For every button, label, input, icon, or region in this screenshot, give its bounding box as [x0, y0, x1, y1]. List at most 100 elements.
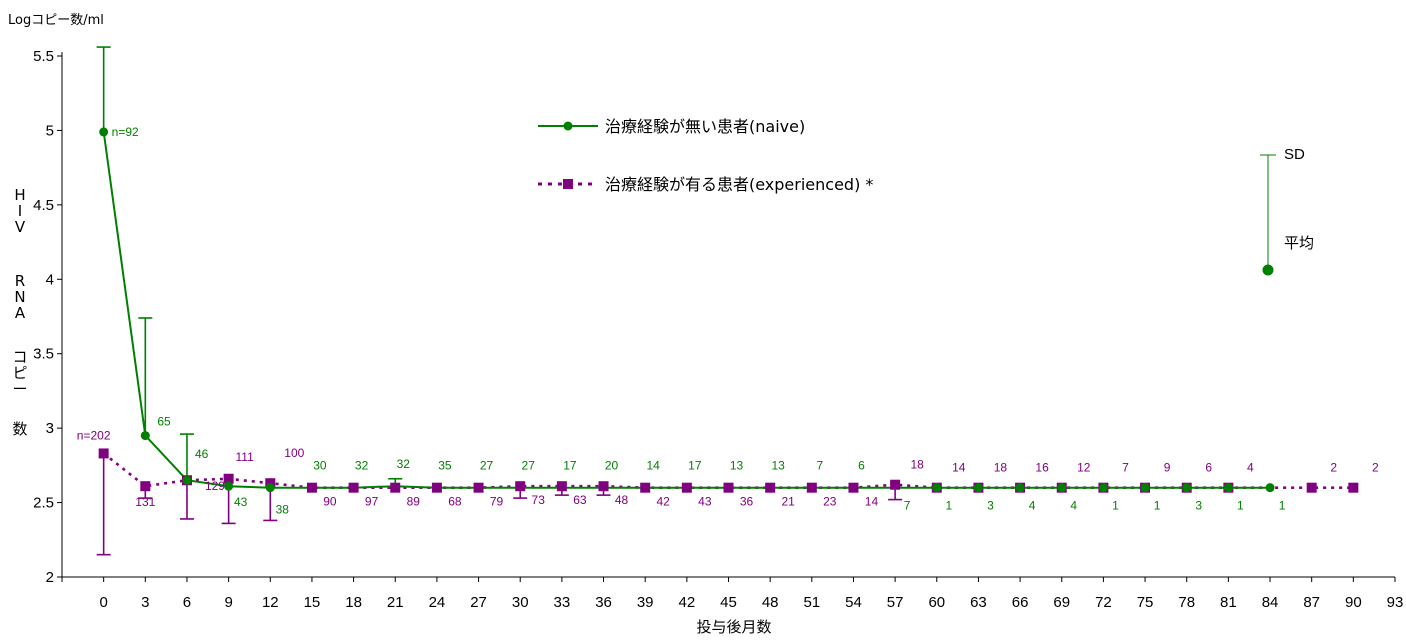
point-experienced: [765, 482, 776, 493]
x-tick-label: 9: [224, 594, 232, 611]
n-label-experienced: 73: [532, 493, 546, 507]
point-naive: [932, 483, 942, 493]
n-label-naive: 20: [605, 459, 619, 473]
n-label-experienced: 63: [573, 493, 587, 507]
n-label-naive: 65: [157, 415, 171, 429]
point-naive: [99, 127, 109, 137]
n-label-experienced: n=202: [77, 428, 111, 442]
x-tick-label: 54: [845, 594, 862, 611]
n-label-experienced: 89: [407, 495, 421, 509]
sd-key-label: SD: [1284, 146, 1305, 163]
point-experienced: [473, 482, 484, 493]
point-naive: [1140, 483, 1150, 493]
n-label-naive: 27: [522, 459, 536, 473]
point-naive: [182, 475, 192, 485]
n-label-experienced: 9: [1164, 461, 1171, 475]
n-label-naive: 35: [438, 459, 452, 473]
x-tick-label: 39: [637, 594, 654, 611]
point-naive: [1057, 483, 1067, 493]
n-label-experienced: 36: [740, 495, 754, 509]
y-tick-label: 5: [46, 122, 54, 139]
n-label-naive: 3: [1195, 499, 1202, 513]
n-label-experienced: 18: [910, 458, 924, 472]
series-layer: [96, 46, 1359, 556]
n-label-experienced: 2: [1372, 461, 1379, 475]
point-naive: [1223, 483, 1233, 493]
x-tick-label: 45: [720, 594, 737, 611]
y-axis-title-char: ピ: [12, 364, 27, 382]
point-experienced: [890, 479, 901, 490]
n-label-naive: 32: [397, 457, 411, 471]
legend-label-experienced: 治療経験が有る患者(experienced) *: [605, 175, 873, 194]
point-naive: [1015, 483, 1025, 493]
legend-marker-experienced: [563, 179, 573, 189]
point-experienced: [556, 481, 567, 492]
n-label-experienced: 131: [135, 495, 155, 509]
x-tick-label: 12: [262, 594, 279, 611]
x-tick-label: 24: [429, 594, 446, 611]
y-axis-title-char: H: [14, 186, 25, 204]
point-experienced: [848, 482, 859, 493]
n-label-experienced: 129: [205, 479, 225, 493]
x-tick-label: 6: [183, 594, 191, 611]
point-experienced: [681, 482, 692, 493]
x-tick-label: 81: [1220, 594, 1237, 611]
point-experienced: [98, 448, 109, 459]
x-tick-label: 78: [1178, 594, 1195, 611]
n-label-experienced: 68: [448, 495, 462, 509]
n-label-naive: 13: [771, 459, 785, 473]
point-experienced: [806, 482, 817, 493]
x-tick-label: 48: [762, 594, 779, 611]
n-label-experienced: 12: [1077, 461, 1091, 475]
x-tick-label: 42: [679, 594, 696, 611]
n-label-naive: 7: [904, 499, 911, 513]
n-label-experienced: 7: [1122, 461, 1129, 475]
n-label-experienced: 6: [1205, 461, 1212, 475]
n-label-naive: 4: [1029, 499, 1036, 513]
mean-key-marker: [1262, 264, 1274, 276]
point-experienced: [306, 482, 317, 493]
n-label-experienced: 79: [490, 495, 504, 509]
y-axis-title-char: I: [18, 202, 22, 220]
n-label-experienced: 97: [365, 495, 379, 509]
n-label-experienced: 48: [615, 493, 629, 507]
y-axis-title-char: A: [15, 304, 26, 322]
x-tick-label: 51: [803, 594, 820, 611]
sd-key: SD 平均: [1260, 146, 1314, 276]
x-tick-label: 15: [304, 594, 321, 611]
point-experienced: [1306, 482, 1317, 493]
n-label-naive: 43: [234, 495, 248, 509]
x-tick-label: 66: [1012, 594, 1029, 611]
y-axis-title-char: V: [15, 218, 26, 236]
point-naive: [140, 431, 150, 441]
point-naive: [224, 481, 234, 491]
unit-label: Logコピー数/ml: [8, 13, 104, 28]
x-tick-label: 57: [887, 594, 904, 611]
n-label-experienced: 23: [823, 495, 837, 509]
y-axis-title-char: 数: [12, 420, 27, 438]
n-label-experienced: 90: [323, 495, 337, 509]
point-experienced: [1348, 482, 1359, 493]
axes: 22.533.544.555.50 3 6 9 12 15 18 21 24 27 30 33 36 39…: [33, 48, 1403, 611]
n-label-naive: 17: [563, 459, 577, 473]
point-experienced: [390, 482, 401, 493]
point-experienced: [223, 473, 234, 484]
n-label-naive: 1: [1279, 499, 1286, 513]
n-label-naive: 1: [945, 499, 952, 513]
n-label-experienced: 18: [994, 461, 1008, 475]
x-tick-label: 87: [1303, 594, 1320, 611]
n-label-experienced: 14: [865, 495, 879, 509]
point-naive: [265, 483, 275, 493]
n-label-experienced: 21: [781, 495, 795, 509]
x-tick-label: 3: [141, 594, 149, 611]
y-axis-title: HIV RNA コピー数: [12, 186, 27, 438]
x-tick-label: 75: [1137, 594, 1154, 611]
x-tick-label: 90: [1345, 594, 1362, 611]
x-tick-label: 84: [1262, 594, 1279, 611]
n-label-experienced: 100: [284, 446, 304, 460]
point-experienced: [723, 482, 734, 493]
y-tick-label: 2: [46, 569, 54, 586]
n-label-experienced: 43: [698, 495, 712, 509]
n-label-naive: 7: [816, 459, 823, 473]
